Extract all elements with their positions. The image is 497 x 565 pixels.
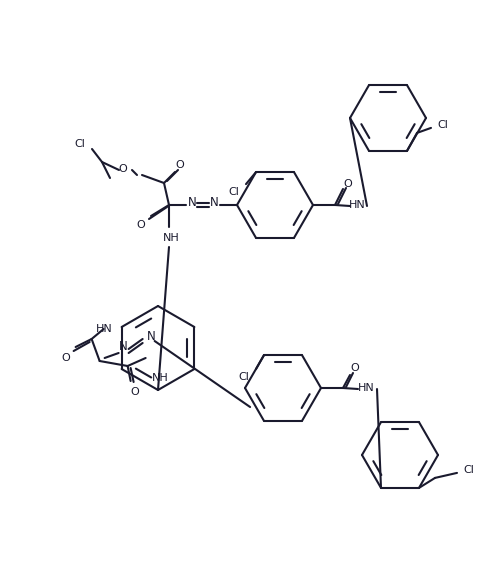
Text: O: O xyxy=(175,160,184,170)
Text: O: O xyxy=(137,220,146,230)
Text: Cl: Cl xyxy=(229,187,240,197)
Text: O: O xyxy=(119,164,127,174)
Text: O: O xyxy=(350,363,359,373)
Text: O: O xyxy=(343,179,352,189)
Text: HN: HN xyxy=(96,324,113,334)
Text: N: N xyxy=(188,197,196,210)
Text: N: N xyxy=(147,331,156,344)
Text: O: O xyxy=(61,353,70,363)
Text: HN: HN xyxy=(358,383,374,393)
Text: N: N xyxy=(210,197,218,210)
Text: N: N xyxy=(119,341,128,354)
Text: Cl: Cl xyxy=(239,372,249,382)
Text: Cl: Cl xyxy=(75,139,85,149)
Text: O: O xyxy=(130,387,139,397)
Text: Cl: Cl xyxy=(464,465,475,475)
Text: NH: NH xyxy=(163,233,179,243)
Text: HN: HN xyxy=(348,200,365,210)
Text: Cl: Cl xyxy=(437,120,448,130)
Text: NH: NH xyxy=(152,373,168,383)
